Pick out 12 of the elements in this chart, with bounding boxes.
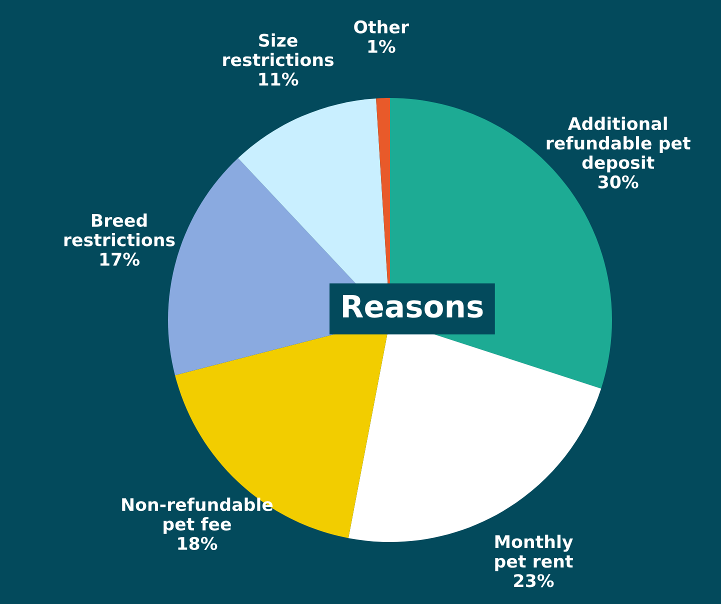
- slice-label: Size restrictions: [223, 33, 334, 66]
- data-label: 30%: [598, 175, 638, 188]
- data-label: 11%: [259, 72, 298, 86]
- data-label: 17%: [100, 252, 140, 266]
- slice-label: Breed restrictions: [64, 214, 175, 246]
- slice-label: Other: [354, 20, 409, 34]
- data-label: 18%: [178, 536, 218, 550]
- data-label: 1%: [368, 40, 396, 53]
- text: Reasons: [343, 295, 483, 318]
- slice-label: Additional refundable pet deposit: [546, 116, 690, 172]
- data-label: 23%: [514, 574, 554, 588]
- slice-label: Monthly pet rent: [495, 534, 573, 572]
